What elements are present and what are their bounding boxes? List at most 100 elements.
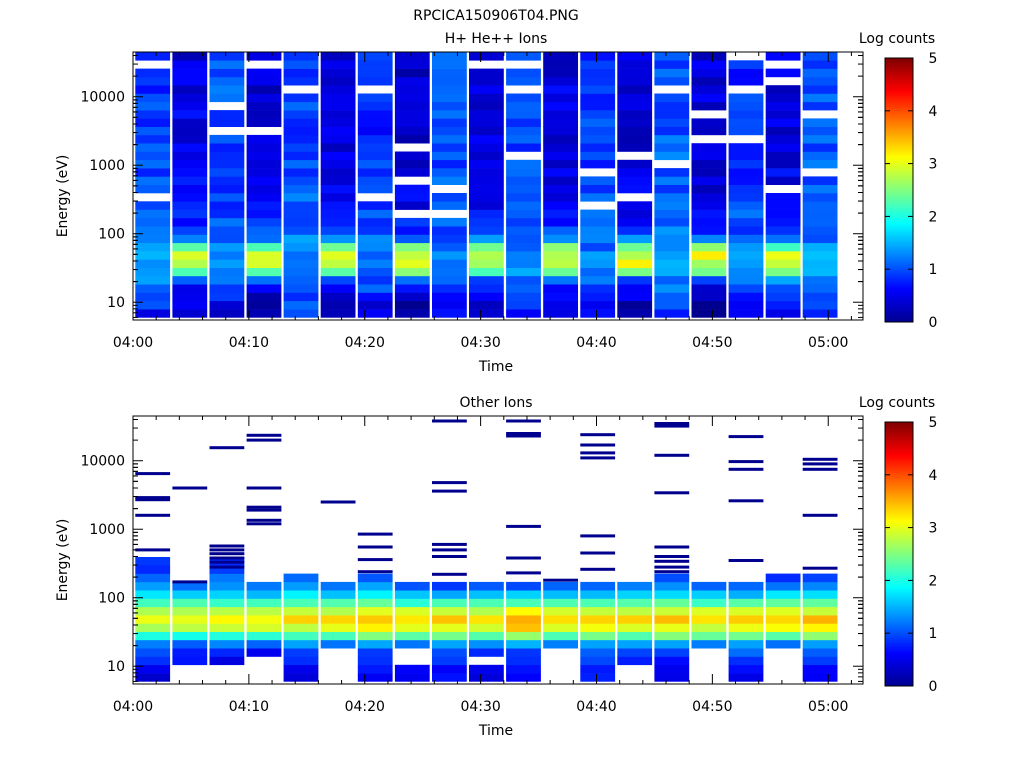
heatmap-cell xyxy=(617,309,653,318)
colorbar-segment xyxy=(885,657,913,660)
heatmap-cell xyxy=(691,176,727,185)
heatmap-cell xyxy=(135,275,171,285)
heatmap-cell xyxy=(432,93,467,103)
colorbar-segment xyxy=(885,212,913,215)
sparse-count-line xyxy=(246,508,282,512)
heatmap-cell xyxy=(209,76,245,86)
heatmap-cell xyxy=(209,242,245,252)
heatmap-cell xyxy=(654,118,690,127)
heatmap-cell xyxy=(654,300,690,310)
sparse-count-line xyxy=(728,499,764,503)
heatmap-cell xyxy=(172,159,208,169)
heatmap-cell xyxy=(728,60,764,69)
heatmap-cell xyxy=(654,126,690,136)
heatmap-cell xyxy=(580,101,616,111)
colorbar-segment xyxy=(885,620,913,623)
heatmap-cell xyxy=(432,118,467,127)
sparse-count-line xyxy=(246,522,282,526)
heatmap-cell xyxy=(728,209,764,219)
heatmap-cell xyxy=(580,209,616,219)
sparse-count-line xyxy=(506,432,541,435)
heatmap-cell xyxy=(765,581,801,591)
heatmap-cell xyxy=(246,110,282,119)
heatmap-cell xyxy=(506,201,541,210)
heatmap-cell xyxy=(135,93,171,103)
heatmap-cell xyxy=(765,251,801,260)
heatmap-cell xyxy=(357,168,393,177)
heatmap-cell xyxy=(580,159,616,169)
colorbar-segment xyxy=(885,571,913,575)
heatmap-cell xyxy=(357,184,393,194)
heatmap-cell xyxy=(357,251,393,260)
heatmap-cell xyxy=(357,267,393,277)
heatmap-cell xyxy=(765,68,801,78)
colorbar-segment xyxy=(885,115,913,118)
colorbar-frame xyxy=(884,421,914,687)
heatmap-cell xyxy=(506,76,541,86)
colorbar-segment xyxy=(885,604,913,608)
heatmap-cell xyxy=(802,267,838,277)
heatmap-cell xyxy=(691,259,727,268)
heatmap-cell xyxy=(654,598,690,608)
y-tick-label: 100 xyxy=(98,591,125,607)
heatmap-cell xyxy=(469,118,504,127)
x-tick-label: 04:30 xyxy=(460,699,500,715)
heatmap-cell xyxy=(543,68,578,78)
heatmap-cell xyxy=(617,300,653,310)
sparse-count-line xyxy=(580,534,616,538)
heatmap-cell xyxy=(135,68,171,78)
heatmap-cell xyxy=(580,300,616,310)
heatmap-cell xyxy=(394,581,430,591)
heatmap-cell xyxy=(543,151,578,161)
heatmap-cell xyxy=(432,101,467,111)
heatmap-cell xyxy=(394,673,430,682)
heatmap-cell xyxy=(135,184,171,194)
colorbar-segment xyxy=(885,461,913,465)
heatmap-cell xyxy=(580,251,616,260)
heatmap-cell xyxy=(765,598,801,608)
sparse-count-line xyxy=(580,451,616,455)
heatmap-cell xyxy=(135,615,171,624)
heatmap-cell xyxy=(135,292,171,302)
heatmap-cell xyxy=(580,85,616,94)
colorbar-segment xyxy=(885,514,913,517)
colorbar-segment xyxy=(885,496,913,500)
heatmap-cell xyxy=(506,648,541,657)
heatmap-cell xyxy=(209,606,245,616)
heatmap-cell xyxy=(654,193,690,202)
colorbar-segment xyxy=(885,679,913,682)
heatmap-cell xyxy=(357,151,393,161)
heatmap-cell xyxy=(469,234,504,244)
colorbar-segment xyxy=(885,113,913,116)
sparse-count-line xyxy=(172,580,208,584)
heatmap-cell xyxy=(469,639,504,649)
heatmap-cell xyxy=(357,573,393,583)
colorbar-segment xyxy=(885,562,913,566)
heatmap-cell xyxy=(135,118,171,127)
heatmap-cell xyxy=(357,639,393,649)
heatmap-cell xyxy=(691,606,727,616)
sparse-count-line xyxy=(357,532,393,536)
heatmap-cell xyxy=(802,259,838,268)
heatmap-cell xyxy=(765,275,801,285)
colorbar-segment xyxy=(885,124,913,127)
heatmap-cell xyxy=(469,673,504,682)
x-tick-label: 04:00 xyxy=(113,335,153,351)
colorbar-segment xyxy=(885,666,913,669)
heatmap-cell xyxy=(802,242,838,252)
heatmap-cell xyxy=(135,251,171,260)
sparse-count-line xyxy=(654,559,690,563)
heatmap-cell xyxy=(209,226,245,235)
sparse-count-line xyxy=(654,491,690,495)
colorbar-segment xyxy=(885,527,913,531)
heatmap-cell xyxy=(432,159,467,169)
heatmap-cell xyxy=(135,85,171,94)
x-tick-label: 04:20 xyxy=(345,699,385,715)
colorbar-segment xyxy=(885,306,913,310)
heatmap-cell xyxy=(320,631,356,641)
sparse-count-line xyxy=(506,434,541,438)
colorbar-segment xyxy=(885,534,913,537)
heatmap-cell xyxy=(209,134,245,144)
heatmap-cell xyxy=(543,300,578,310)
heatmap-cell xyxy=(394,259,430,268)
